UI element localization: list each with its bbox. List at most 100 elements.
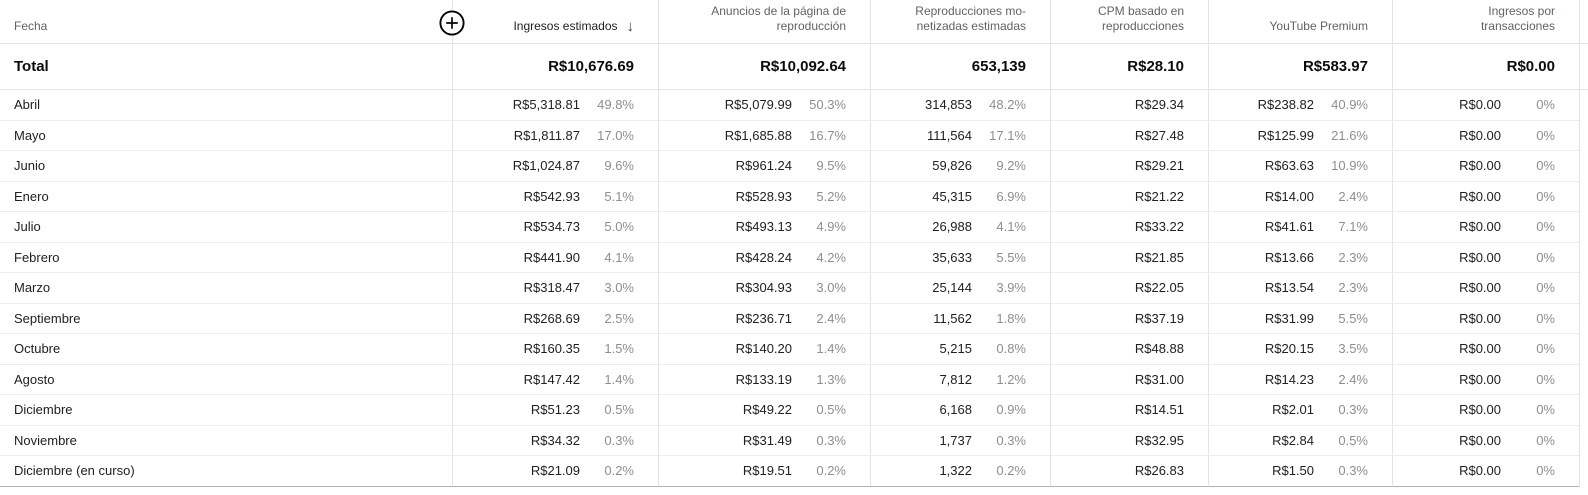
- cpm-cell: R$32.95: [1050, 425, 1208, 456]
- cell-value: R$493.13: [735, 219, 792, 235]
- cell-value: R$37.19: [1134, 310, 1184, 326]
- cell-value: R$14.23: [1264, 371, 1314, 387]
- cell-value: R$0.00: [1459, 280, 1501, 296]
- reproducciones-cell: 26,988 4.1%: [870, 212, 1050, 243]
- cell-percent: 5.5%: [996, 249, 1026, 265]
- cell-percent: 3.9%: [996, 280, 1026, 296]
- cell-percent: 0.3%: [1338, 402, 1368, 418]
- add-metric-button[interactable]: [439, 10, 465, 36]
- cell-percent: 0.8%: [996, 341, 1026, 357]
- total-label-cell: Total: [0, 44, 452, 90]
- cell-percent: 4.1%: [604, 249, 634, 265]
- cell-value: R$31.49: [742, 432, 792, 448]
- total-value: R$28.10: [1127, 58, 1184, 75]
- row-date-label: Junio: [14, 158, 46, 174]
- total-cpm-cell: R$28.10: [1050, 44, 1208, 90]
- ingresos-cell: R$534.73 5.0%: [452, 212, 658, 243]
- reproducciones-cell: 6,168 0.9%: [870, 395, 1050, 426]
- cell-percent: 5.2%: [816, 188, 846, 204]
- reproducciones-cell: 45,315 6.9%: [870, 181, 1050, 212]
- ingresos-cell: R$5,318.81 49.8%: [452, 90, 658, 121]
- anuncios-cell: R$133.19 1.3%: [658, 364, 870, 395]
- cell-value: R$21.09: [530, 463, 580, 479]
- cell-percent: 4.2%: [816, 249, 846, 265]
- anuncios-cell: R$236.71 2.4%: [658, 303, 870, 334]
- cell-percent: 3.0%: [816, 280, 846, 296]
- row-date-cell: Octubre: [0, 334, 452, 365]
- cell-value: R$0.00: [1459, 158, 1501, 174]
- cell-value: R$29.34: [1134, 97, 1184, 113]
- cell-percent: 1.4%: [604, 371, 634, 387]
- cell-value: R$441.90: [523, 249, 580, 265]
- total-value: R$10,676.69: [548, 58, 634, 75]
- anuncios-cell: R$428.24 4.2%: [658, 242, 870, 273]
- cell-value: R$2.01: [1272, 402, 1314, 418]
- row-date-cell: Marzo: [0, 273, 452, 304]
- premium-cell: R$2.01 0.3%: [1208, 395, 1392, 426]
- premium-cell: R$31.99 5.5%: [1208, 303, 1392, 334]
- table-right-gutter: [1579, 242, 1588, 273]
- cell-percent: 16.7%: [809, 127, 846, 143]
- table-body: Abril R$5,318.81 49.8% R$5,079.99 50.3% …: [0, 90, 1588, 487]
- cell-value: R$133.19: [735, 371, 792, 387]
- column-header-reproducciones-monetizadas[interactable]: Reproducciones mo- netizadas estimadas: [870, 0, 1050, 44]
- cell-value: R$20.15: [1264, 341, 1314, 357]
- cell-value: 314,853: [925, 97, 972, 113]
- cell-value: R$1,024.87: [512, 158, 580, 174]
- ingresos-cell: R$318.47 3.0%: [452, 273, 658, 304]
- cell-percent: 2.3%: [1338, 249, 1368, 265]
- reproducciones-cell: 314,853 48.2%: [870, 90, 1050, 121]
- cell-percent: 5.1%: [604, 188, 634, 204]
- cell-percent: 1.4%: [816, 341, 846, 357]
- cell-value: R$0.00: [1459, 402, 1501, 418]
- ingresos-cell: R$160.35 1.5%: [452, 334, 658, 365]
- total-anuncios-cell: R$10,092.64: [658, 44, 870, 90]
- cell-percent: 1.2%: [996, 371, 1026, 387]
- row-date-cell: Julio: [0, 212, 452, 243]
- column-header-label: Fecha: [14, 19, 48, 33]
- cell-percent: 0.2%: [816, 463, 846, 479]
- cell-percent: 21.6%: [1331, 127, 1368, 143]
- cpm-cell: R$21.22: [1050, 181, 1208, 212]
- cell-percent: 0%: [1536, 219, 1555, 235]
- cpm-cell: R$27.48: [1050, 120, 1208, 151]
- premium-cell: R$13.54 2.3%: [1208, 273, 1392, 304]
- cell-value: R$0.00: [1459, 341, 1501, 357]
- cell-percent: 2.4%: [1338, 188, 1368, 204]
- ingresos-cell: R$147.42 1.4%: [452, 364, 658, 395]
- row-date-label: Marzo: [14, 280, 51, 296]
- cell-value: R$318.47: [523, 280, 580, 296]
- row-date-cell: Agosto: [0, 365, 452, 395]
- row-date-cell: Diciembre: [0, 395, 452, 426]
- column-header-anuncios[interactable]: Anuncios de la página de reproducción: [658, 0, 870, 44]
- column-header-label: Ingresos por transacciones: [1480, 4, 1555, 33]
- cell-value: R$1,685.88: [724, 127, 792, 143]
- table-right-gutter: [1579, 120, 1588, 151]
- column-header-fecha[interactable]: Fecha: [0, 0, 465, 44]
- anuncios-cell: R$19.51 0.2%: [658, 456, 870, 487]
- cell-value: 111,564: [926, 127, 972, 143]
- table-row: Agosto R$147.42 1.4% R$133.19 1.3% 7,812…: [0, 364, 1588, 395]
- cpm-cell: R$37.19: [1050, 303, 1208, 334]
- cell-value: R$160.35: [523, 341, 580, 357]
- column-header-ingresos-transacciones[interactable]: Ingresos por transacciones: [1392, 0, 1579, 44]
- row-date-cell: Mayo: [0, 121, 452, 151]
- row-date-cell: Junio: [0, 151, 452, 182]
- cell-percent: 2.4%: [816, 310, 846, 326]
- column-header-cpm[interactable]: CPM basado en reproducciones: [1050, 0, 1208, 44]
- table-row: Mayo R$1,811.87 17.0% R$1,685.88 16.7% 1…: [0, 120, 1588, 151]
- cell-percent: 0.3%: [996, 432, 1026, 448]
- anuncios-cell: R$528.93 5.2%: [658, 181, 870, 212]
- transacciones-cell: R$0.00 0%: [1392, 334, 1579, 365]
- row-date-cell: Septiembre: [0, 304, 452, 334]
- cell-value: R$34.32: [530, 432, 580, 448]
- column-header-youtube-premium[interactable]: YouTube Premium: [1208, 0, 1392, 44]
- cpm-cell: R$21.85: [1050, 242, 1208, 273]
- cell-value: R$0.00: [1459, 310, 1501, 326]
- table-right-gutter: [1579, 425, 1588, 456]
- premium-cell: R$20.15 3.5%: [1208, 334, 1392, 365]
- cell-value: R$31.99: [1264, 310, 1314, 326]
- cell-value: 7,812: [939, 371, 972, 387]
- table-right-gutter: [1579, 364, 1588, 395]
- column-header-ingresos-estimados[interactable]: Ingresos estimados ↓: [452, 0, 658, 44]
